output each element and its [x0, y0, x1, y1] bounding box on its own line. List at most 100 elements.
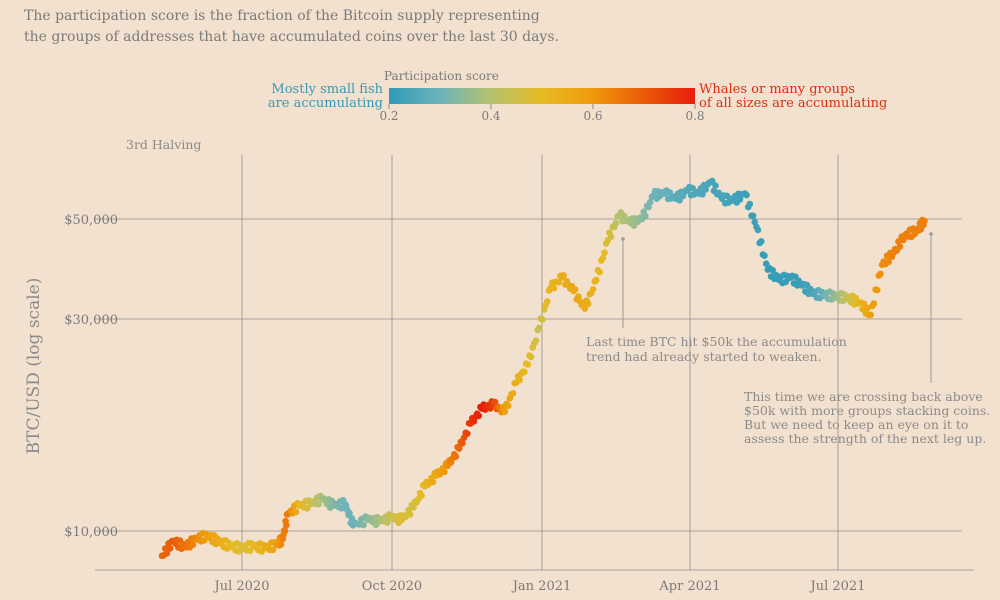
- data-points: [158, 177, 928, 560]
- x-tick-label: Jul 2020: [213, 579, 270, 594]
- data-point-fill: [429, 478, 437, 486]
- annotation-last-time-tip: [621, 237, 625, 241]
- data-point-fill: [749, 212, 757, 220]
- legend-left-label-2: are accumulating: [268, 96, 383, 111]
- annotation-last-time: Last time BTC hit $50k the accumulation …: [586, 237, 847, 364]
- data-point-fill: [346, 509, 353, 517]
- data-point-fill: [384, 519, 391, 526]
- data-point: [921, 217, 928, 225]
- data-point-fill: [509, 390, 517, 397]
- color-legend: Participation score 0.2 0.4 0.6 0.8 Mostly …: [268, 69, 887, 123]
- data-point-fill: [189, 541, 197, 548]
- data-point: [593, 276, 600, 284]
- data-point: [410, 504, 417, 511]
- annotation-last-time-line-2: trend had already started to weaken.: [586, 349, 822, 364]
- data-point-fill: [452, 453, 460, 460]
- data-point-fill: [406, 511, 414, 518]
- data-point-fill: [269, 546, 277, 554]
- data-point-fill: [418, 492, 425, 500]
- data-point-fill: [315, 501, 323, 508]
- annotation-this-time-line-3: But we need to keep an eye on it to: [744, 417, 968, 432]
- data-point-fill: [527, 353, 535, 361]
- data-point-fill: [607, 233, 615, 240]
- legend-title: Participation score: [384, 69, 499, 83]
- data-point-fill: [464, 430, 471, 438]
- data-point-fill: [459, 440, 466, 447]
- data-point-fill: [712, 182, 719, 189]
- data-point: [581, 305, 589, 312]
- annotation-this-time-line-2: $50k with more groups stacking coins.: [744, 403, 990, 418]
- data-point-fill: [560, 272, 567, 279]
- legend-tick-label: 0.4: [481, 109, 500, 123]
- annotation-this-time-tip: [929, 232, 933, 236]
- data-point-fill: [743, 191, 750, 199]
- data-point-fill: [360, 521, 367, 529]
- data-point-fill: [769, 266, 776, 274]
- annotation-this-time-line-1: This time we are crossing back above: [744, 389, 983, 404]
- data-point-fill: [601, 249, 608, 256]
- data-point-fill: [699, 191, 706, 198]
- data-point-fill: [584, 300, 592, 308]
- data-point-fill: [575, 293, 582, 300]
- data-point-fill: [532, 337, 540, 344]
- legend-right-label-1: Whales or many groups: [699, 82, 855, 97]
- grid: [95, 155, 974, 571]
- y-axis-label: BTC/USD (log scale): [24, 278, 44, 455]
- data-point-fill: [544, 298, 551, 305]
- data-point-fill: [612, 219, 620, 227]
- data-point-fill: [491, 398, 499, 406]
- x-tick-label: Apr 2021: [658, 579, 720, 594]
- data-point-fill: [754, 226, 762, 234]
- data-point-fill: [555, 278, 563, 286]
- data-point-fill: [589, 286, 597, 293]
- data-point-fill: [292, 508, 300, 516]
- data-point-fill: [281, 527, 289, 535]
- data-point: [535, 324, 543, 332]
- data-point-fill: [877, 270, 884, 278]
- data-point-fill: [283, 522, 290, 529]
- data-point-fill: [277, 541, 285, 548]
- data-point: [867, 311, 874, 319]
- data-point-fill: [646, 198, 654, 206]
- legend-tick-label: 0.6: [583, 109, 602, 123]
- subtitle-line-1: The participation score is the fraction …: [24, 8, 540, 24]
- data-point-fill: [539, 316, 546, 323]
- data-point-fill: [441, 468, 448, 476]
- data-point-fill: [885, 258, 892, 266]
- data-point-fill: [896, 243, 904, 250]
- y-tick-label: $50,000: [64, 213, 118, 228]
- annotation-last-time-line-1: Last time BTC hit $50k the accumulation: [586, 334, 847, 349]
- x-tick-label: Jul 2021: [809, 579, 866, 594]
- data-point-fill: [642, 212, 649, 220]
- y-tick-label: $30,000: [64, 313, 118, 328]
- data-point-fill: [761, 252, 768, 259]
- x-tick-label: Oct 2020: [362, 579, 422, 594]
- data-point-fill: [475, 412, 483, 420]
- data-point-fill: [521, 368, 528, 376]
- axis-labels: Jul 2020 Oct 2020 Jan 2021 Apr 2021 Jul 2021…: [64, 213, 865, 594]
- data-point-fill: [873, 286, 881, 294]
- legend-ticks: 0.2 0.4 0.6 0.8: [379, 104, 705, 123]
- data-point: [524, 361, 532, 368]
- halving-label: 3rd Halving: [126, 137, 201, 152]
- legend-right-label-2: of all sizes are accumulating: [699, 96, 887, 111]
- legend-colorbar: [389, 88, 695, 104]
- data-point-fill: [758, 238, 765, 245]
- x-tick-label: Jan 2021: [511, 579, 572, 594]
- data-point-fill: [620, 212, 628, 220]
- legend-left-label-1: Mostly small fish: [271, 82, 383, 97]
- data-point-fill: [599, 254, 607, 262]
- data-point-fill: [504, 402, 512, 410]
- data-point-fill: [571, 286, 579, 293]
- data-point-fill: [709, 177, 716, 185]
- data-point-fill: [166, 545, 174, 552]
- data-point-fill: [746, 200, 754, 208]
- annotation-this-time-line-4: assess the strength of the next leg up.: [744, 431, 986, 446]
- annotation-this-time: This time we are crossing back above $50…: [744, 232, 990, 446]
- data-point-fill: [163, 550, 171, 557]
- legend-tick-label: 0.8: [685, 109, 704, 123]
- legend-tick-label: 0.2: [379, 109, 398, 123]
- data-point-fill: [516, 376, 523, 384]
- y-tick-label: $10,000: [64, 525, 118, 540]
